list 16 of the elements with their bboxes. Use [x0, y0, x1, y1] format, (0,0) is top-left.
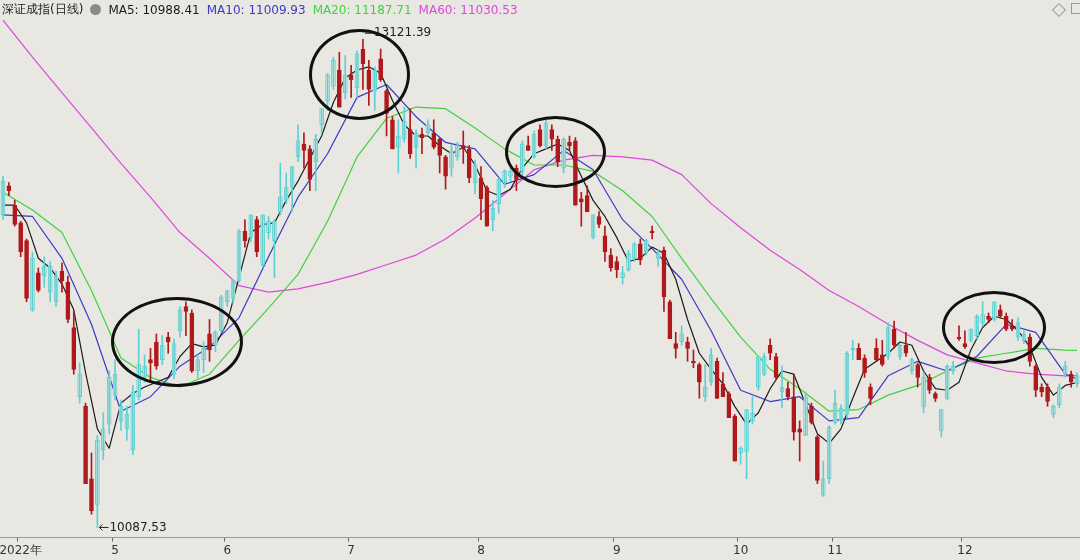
text: MA60: 11030.53 [418, 2, 518, 17]
annotation: 10087.53 [109, 519, 167, 534]
text: MA5: 10988.41 [108, 2, 200, 17]
chart-title: 深证成指(日线) [2, 1, 84, 18]
x-tick-label: 5 [111, 542, 119, 557]
annotation: 13121.39 [373, 25, 432, 40]
x-tick-label: 8 [477, 542, 485, 557]
text: MA10: 11009.93 [206, 2, 306, 17]
text: MA20: 11187.71 [312, 2, 412, 17]
x-tick-label: 11 [827, 542, 843, 557]
x-tick-label: 6 [223, 542, 232, 557]
x-tick-label: 12 [957, 542, 973, 557]
x-tick-label: 7 [347, 542, 355, 557]
x-tick-label: 9 [612, 542, 621, 557]
x-tick-label: 2022年 [0, 542, 42, 557]
x-tick-label: 10 [733, 542, 749, 557]
